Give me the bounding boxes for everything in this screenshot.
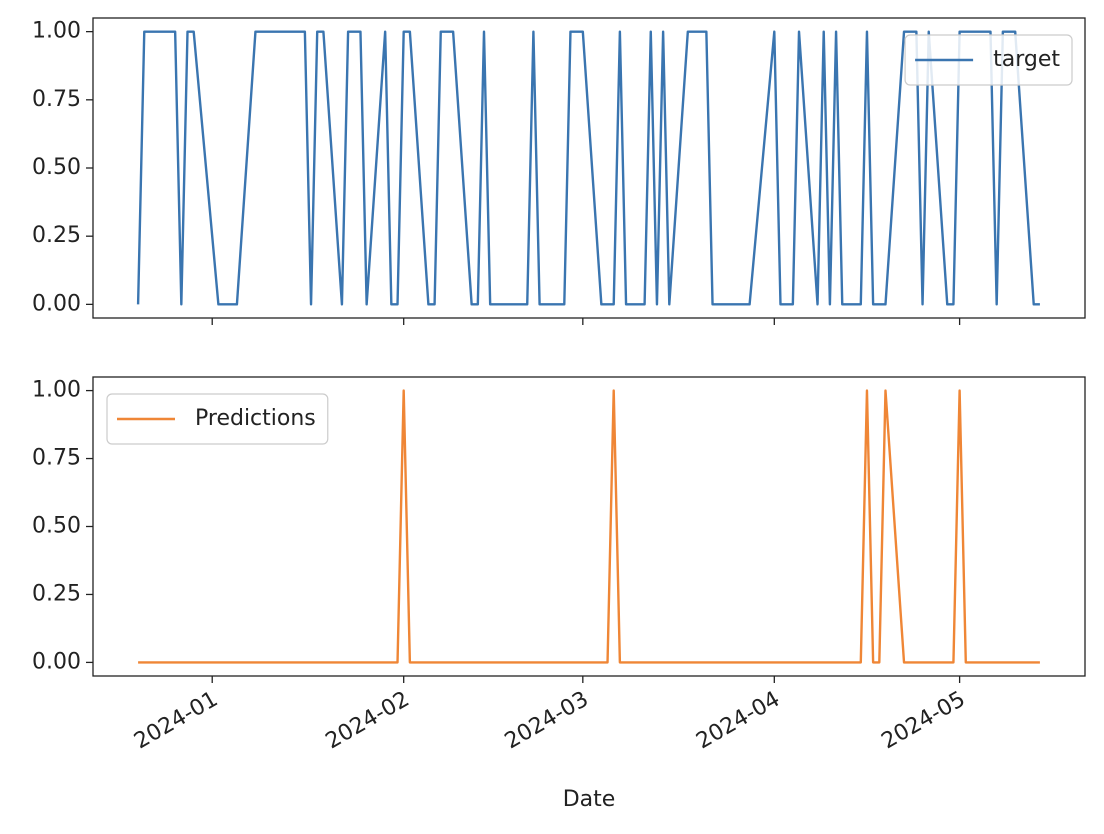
legend: target	[904, 34, 1073, 86]
y-tick-label: 0.50	[32, 155, 81, 180]
series-line	[138, 389, 1040, 664]
axes-frame	[92, 17, 1086, 319]
legend: Predictions	[106, 393, 329, 445]
x-tick-label: 2024-04	[692, 687, 784, 755]
x-tick-label: 2024-05	[878, 687, 970, 755]
axes-frame	[92, 376, 1086, 677]
legend-label: Predictions	[195, 406, 316, 431]
y-tick-label: 0.00	[32, 649, 81, 674]
y-tick-label: 0.75	[32, 87, 81, 112]
plot-area	[136, 30, 1040, 306]
y-tick-label: 0.25	[32, 223, 81, 248]
x-axis-label: Date	[563, 787, 616, 812]
y-tick-label: 0.50	[32, 514, 81, 539]
series-line	[136, 30, 1040, 306]
x-tick-label: 2024-01	[130, 687, 222, 755]
y-tick-label: 0.75	[32, 446, 81, 471]
y-tick-label: 0.00	[32, 291, 81, 316]
y-tick-label: 1.00	[32, 378, 81, 403]
x-tick-label: 2024-03	[501, 687, 593, 755]
plot-area	[138, 389, 1040, 664]
legend-box	[904, 34, 1073, 86]
y-tick-label: 0.25	[32, 581, 81, 606]
legend-label: target	[993, 47, 1060, 72]
x-tick-label: 2024-02	[322, 687, 414, 755]
y-tick-label: 1.00	[32, 19, 81, 44]
legend-box	[106, 393, 329, 445]
